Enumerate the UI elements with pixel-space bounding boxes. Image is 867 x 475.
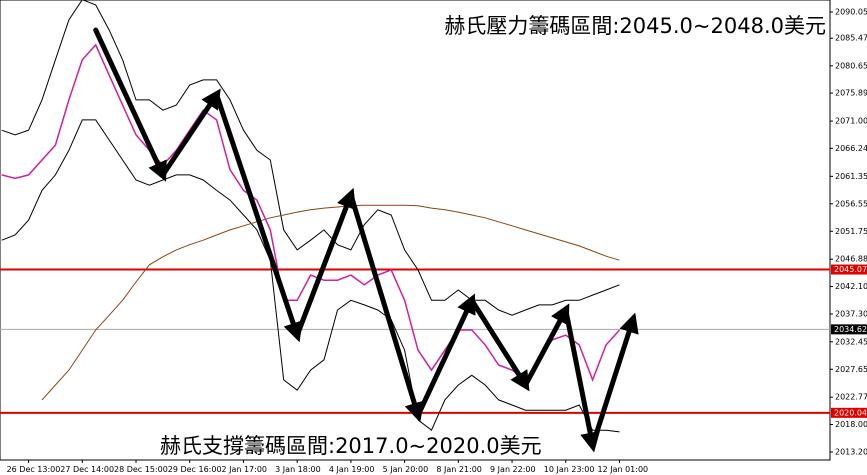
y-tick-label: 2056.55 (835, 199, 867, 208)
level-label-bg (831, 407, 867, 418)
x-tick-label: 8 Jan 21:00 (436, 465, 482, 474)
trend-arrow (563, 307, 601, 453)
trend-arrow (214, 92, 303, 343)
y-tick-label: 2085.47 (835, 34, 867, 43)
y-tick-label: 2018.00 (835, 420, 867, 429)
y-tick-label: 2061.35 (835, 172, 867, 181)
y-tick-label: 2032.45 (835, 337, 867, 346)
plot-area (0, 0, 831, 461)
level-label: 2045.07 (834, 265, 867, 274)
level-label: 2020.04 (834, 408, 867, 417)
trend-arrow (294, 187, 356, 338)
level-label-bg (831, 324, 867, 335)
y-tick-label: 2042.10 (835, 282, 867, 291)
annotation: 赫氏支撐籌碼區間:2017.0~2020.0美元 (160, 434, 542, 458)
series-line (1, 0, 620, 316)
x-tick-label: 28 Dec 15:00 (114, 465, 168, 474)
y-tick-label: 2046.88 (835, 255, 867, 264)
y-tick-label: 2022.77 (835, 393, 867, 402)
x-tick-label: 3 Jan 18:00 (275, 465, 321, 474)
trend-arrow (160, 88, 221, 178)
series-line (1, 119, 620, 433)
level-label-bg (831, 264, 867, 275)
x-tick-label: 29 Dec 16:00 (168, 465, 222, 474)
trend-arrow (469, 297, 530, 392)
y-tick-label: 2071.00 (835, 117, 867, 126)
x-tick-label: 12 Jan 01:00 (597, 465, 648, 474)
y-tick-label: 2027.65 (835, 365, 867, 374)
y-tick-label: 2037.30 (835, 310, 867, 319)
x-tick-label: 2 Jan 17:00 (221, 465, 267, 474)
series-line (41, 204, 620, 401)
trend-arrow (93, 27, 167, 182)
x-tick-label: 9 Jan 22:00 (490, 465, 536, 474)
y-tick-label: 2066.24 (835, 144, 867, 153)
y-tick-label: 2075.89 (835, 89, 867, 98)
trend-arrow (415, 293, 476, 418)
y-tick-label: 2051.75 (835, 227, 867, 236)
trend-arrow (590, 312, 639, 448)
trend-arrow (522, 303, 570, 388)
level-label: 2034.62 (834, 325, 867, 334)
y-tick-label: 2080.65 (835, 61, 867, 70)
x-tick-label: 4 Jan 19:00 (329, 465, 375, 474)
x-tick-label: 27 Dec 14:00 (60, 465, 114, 474)
trend-arrow (348, 192, 424, 423)
y-tick-label: 2013.20 (835, 447, 867, 456)
annotation: 赫氏壓力籌碼區間:2045.0~2048.0美元 (444, 14, 826, 38)
x-tick-label: 10 Jan 23:00 (544, 465, 595, 474)
y-tick-label: 2090.05 (835, 8, 867, 17)
x-tick-label: 5 Jan 20:00 (383, 465, 429, 474)
x-tick-label: 26 Dec 13:00 (7, 465, 61, 474)
